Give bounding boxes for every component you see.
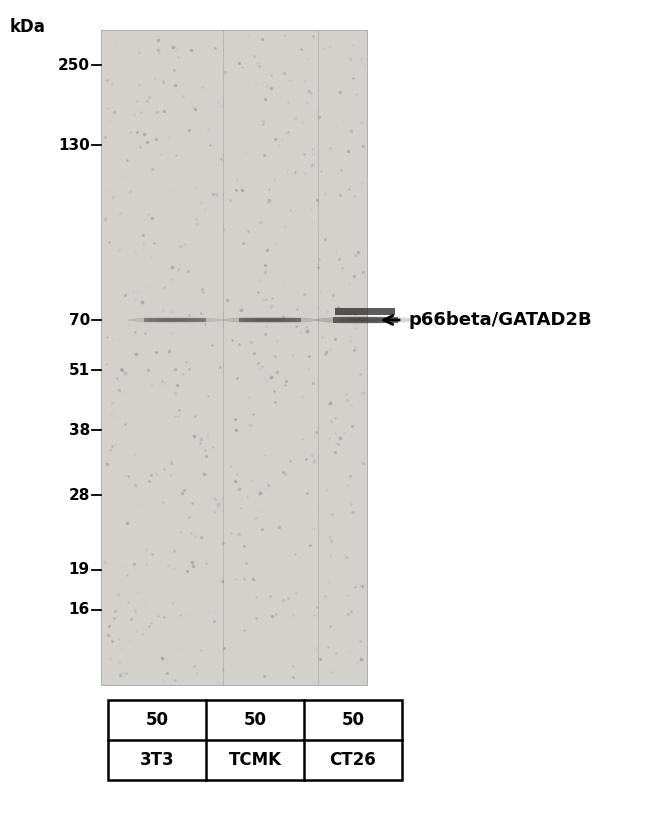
Text: 16: 16	[68, 602, 90, 618]
Ellipse shape	[127, 317, 223, 323]
Text: 70: 70	[68, 312, 90, 328]
Bar	[108, 700, 402, 780]
Ellipse shape	[241, 318, 299, 322]
Bar	[144, 318, 206, 322]
Text: p66beta/GATAD2B: p66beta/GATAD2B	[408, 311, 592, 329]
Text: 250: 250	[58, 57, 90, 73]
Text: 3T3: 3T3	[140, 751, 174, 769]
Ellipse shape	[348, 319, 382, 321]
Ellipse shape	[254, 319, 287, 321]
Text: 50: 50	[244, 711, 266, 729]
Text: 50: 50	[146, 711, 168, 729]
Ellipse shape	[315, 316, 415, 324]
Text: TCMK: TCMK	[229, 751, 281, 769]
Ellipse shape	[222, 317, 318, 324]
Ellipse shape	[335, 318, 395, 322]
Text: 28: 28	[68, 488, 90, 502]
Bar	[101, 30, 367, 685]
Text: 130: 130	[58, 137, 90, 153]
Text: 51: 51	[69, 363, 90, 377]
Text: 50: 50	[341, 711, 365, 729]
Bar	[335, 308, 395, 315]
Bar	[333, 317, 398, 323]
Text: 19: 19	[69, 562, 90, 578]
Text: kDa: kDa	[10, 18, 46, 36]
Text: 38: 38	[68, 422, 90, 437]
Ellipse shape	[158, 319, 192, 321]
Bar	[239, 318, 301, 323]
Text: CT26: CT26	[330, 751, 376, 769]
Ellipse shape	[146, 319, 204, 322]
